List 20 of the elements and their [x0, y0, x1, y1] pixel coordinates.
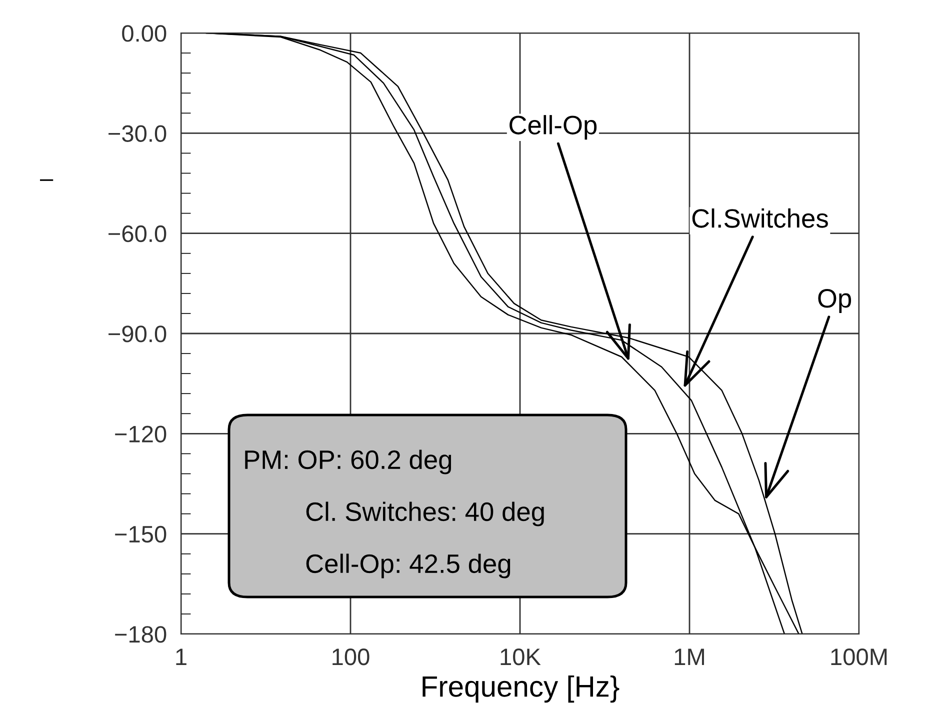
annotation: Op	[818, 289, 852, 313]
x-axis-title: Frequency [Hz}	[422, 675, 620, 703]
annotation: Cl. Switches: 40 deg	[306, 502, 544, 526]
y-tick-label: 0.00	[122, 25, 166, 42]
x-tick-label: 10K	[500, 648, 541, 666]
y-tick-label: −90.0	[108, 326, 166, 342]
y-tick-label: −30.0	[108, 125, 166, 142]
y-tick-label: −60.0	[108, 225, 166, 242]
x-tick-label: 1	[176, 648, 186, 665]
y-tick-label: −120	[115, 426, 166, 442]
annotation: Cl.Switches	[692, 208, 828, 228]
x-tick-label: 100	[332, 648, 370, 666]
annotation: Cell-Op: 42.5 deg	[306, 554, 510, 578]
annotation: Cell-Op	[510, 115, 597, 140]
annotation: PM: OP: 60.2 deg	[245, 450, 452, 474]
y-axis-title: –	[40, 179, 54, 181]
y-tick-label: −180	[115, 626, 166, 643]
y-tick-label: −150	[115, 526, 166, 543]
x-tick-label: 100M	[831, 648, 887, 666]
x-tick-label: 1M	[674, 648, 704, 665]
